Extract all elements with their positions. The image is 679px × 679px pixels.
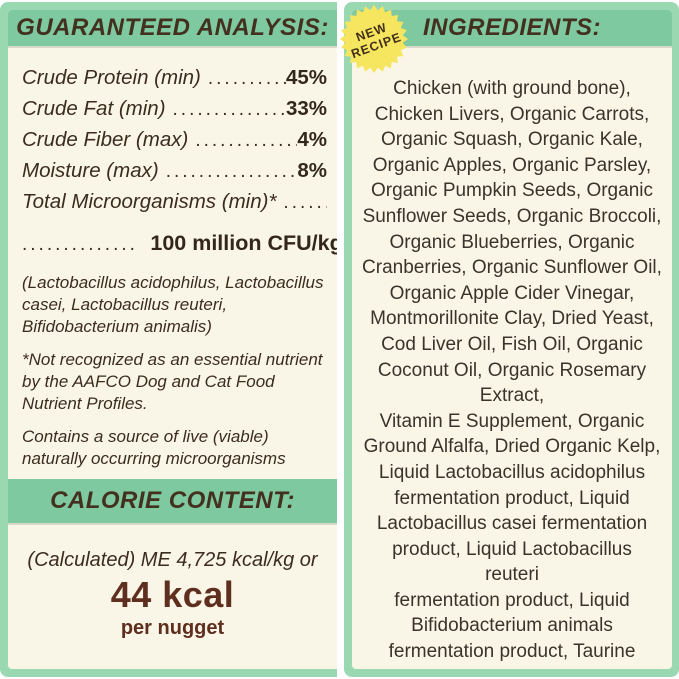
ingredient-line: Organic Apples, Organic Parsley, [372, 154, 652, 176]
ingredient-line: Ground Alfalfa, Dried Organic Kelp, [363, 436, 661, 458]
analysis-row-protein: Crude Protein (min) ............. 45% [22, 62, 327, 93]
analysis-rows: Crude Protein (min) ............. 45% Cr… [22, 62, 327, 217]
ingredient-line: Bifidobacterium animals [411, 615, 613, 637]
ingredient-line: Sunflower Seeds, Organic Broccoli, [362, 205, 662, 227]
analysis-footnotes: (Lactobacillus acidophilus, Lactobacillu… [22, 272, 325, 481]
guaranteed-analysis-header: GUARANTEED ANALYSIS: [8, 10, 337, 46]
ingredients-body: INGREDIENTS: Chicken (with ground bone),… [352, 10, 672, 669]
calorie-calc-line: (Calculated) ME 4,725 kcal/kg or [27, 549, 318, 571]
ingredient-line: fermentation product, Taurine [388, 641, 636, 663]
ingredients-panel: INGREDIENTS: Chicken (with ground bone),… [344, 2, 679, 677]
ingredient-line: Liquid Lactobacillus acidophilus [378, 461, 646, 483]
dot-leader: .......... [283, 192, 327, 213]
analysis-row-fat: Crude Fat (min) .................. 33% [22, 93, 327, 124]
analysis-row-fiber: Crude Fiber (max) ................ 4% [22, 124, 327, 155]
dot-leader: .............. [22, 234, 138, 255]
ingredient-line: Organic Blueberries, Organic [389, 231, 635, 253]
ingredient-line: Chicken Livers, Organic Carrots, [374, 103, 650, 125]
ingredient-line: Montmorillonite Clay, Dried Yeast, [370, 308, 654, 330]
ingredient-line: Organic Apple Cider Vinegar, [389, 282, 635, 304]
new-recipe-badge: NEW RECIPE [340, 5, 408, 73]
ingredient-line: fermentation product, Liquid [394, 487, 630, 509]
calorie-content-header: CALORIE CONTENT: [8, 479, 337, 523]
ingredient-line: Cod Liver Oil, Fish Oil, Organic [381, 333, 643, 355]
calorie-content-body: (Calculated) ME 4,725 kcal/kg or 44 kcal… [8, 546, 337, 640]
ingredient-line: Chicken (with ground bone), [393, 78, 631, 99]
analysis-label: Moisture (max) [22, 159, 159, 182]
analysis-label: Crude Protein (min) [22, 66, 201, 89]
analysis-value: 4% [297, 128, 327, 151]
ingredient-line: Extract, [479, 385, 545, 407]
ingredient-line: Organic Pumpkin Seeds, Organic [371, 180, 653, 202]
ingredient-line: reuteri [485, 564, 539, 586]
ingredient-line: product, Liquid Lactobacillus [392, 538, 632, 560]
analysis-value: 8% [297, 159, 327, 182]
ingredient-line: fermentation product, Liquid [394, 589, 630, 611]
lactobacillus-note: (Lactobacillus acidophilus, Lactobacillu… [22, 273, 324, 336]
analysis-label: Total Microorganisms (min)* [22, 190, 277, 213]
dot-leader: ............. [207, 68, 286, 89]
dot-leader: ................ [195, 130, 297, 151]
calorie-per-nugget: per nugget [120, 617, 225, 639]
ingredient-line: Cranberries, Organic Sunflower Oil, [362, 257, 662, 279]
ingredient-line: Lactobacillus casei fermentation [376, 513, 648, 535]
starburst-icon [340, 5, 408, 73]
analysis-value: 33% [285, 97, 327, 120]
analysis-label: Crude Fiber (max) [22, 128, 189, 151]
guaranteed-analysis-panel: GUARANTEED ANALYSIS: Crude Protein (min)… [0, 2, 337, 677]
analysis-row-moisture: Moisture (max) .................. 8% [22, 155, 327, 186]
dot-leader: .................. [165, 161, 298, 182]
guaranteed-analysis-body: GUARANTEED ANALYSIS: Crude Protein (min)… [8, 10, 337, 669]
analysis-value: 45% [285, 66, 327, 89]
analysis-label: Crude Fat (min) [22, 97, 166, 120]
calorie-kcal-value: 44 kcal [110, 574, 235, 615]
aafco-note: *Not recognized as an essential nutrient… [22, 350, 323, 413]
dot-leader: .................. [172, 99, 286, 120]
ingredients-list: Chicken (with ground bone), Chicken Live… [354, 76, 670, 665]
live-microorganisms-note: Contains a source of live (viable) natur… [22, 427, 286, 468]
ingredient-line: Coconut Oil, Organic Rosemary [377, 359, 647, 381]
ingredient-line: Vitamin E Supplement, Organic [379, 410, 645, 432]
cfu-line: .............. 100 million CFU/kg [22, 228, 337, 258]
analysis-row-microorganisms: Total Microorganisms (min)* .......... [22, 186, 327, 217]
cfu-value: 100 million CFU/kg [150, 231, 337, 255]
ingredient-line: Organic Squash, Organic Kale, [381, 129, 643, 151]
